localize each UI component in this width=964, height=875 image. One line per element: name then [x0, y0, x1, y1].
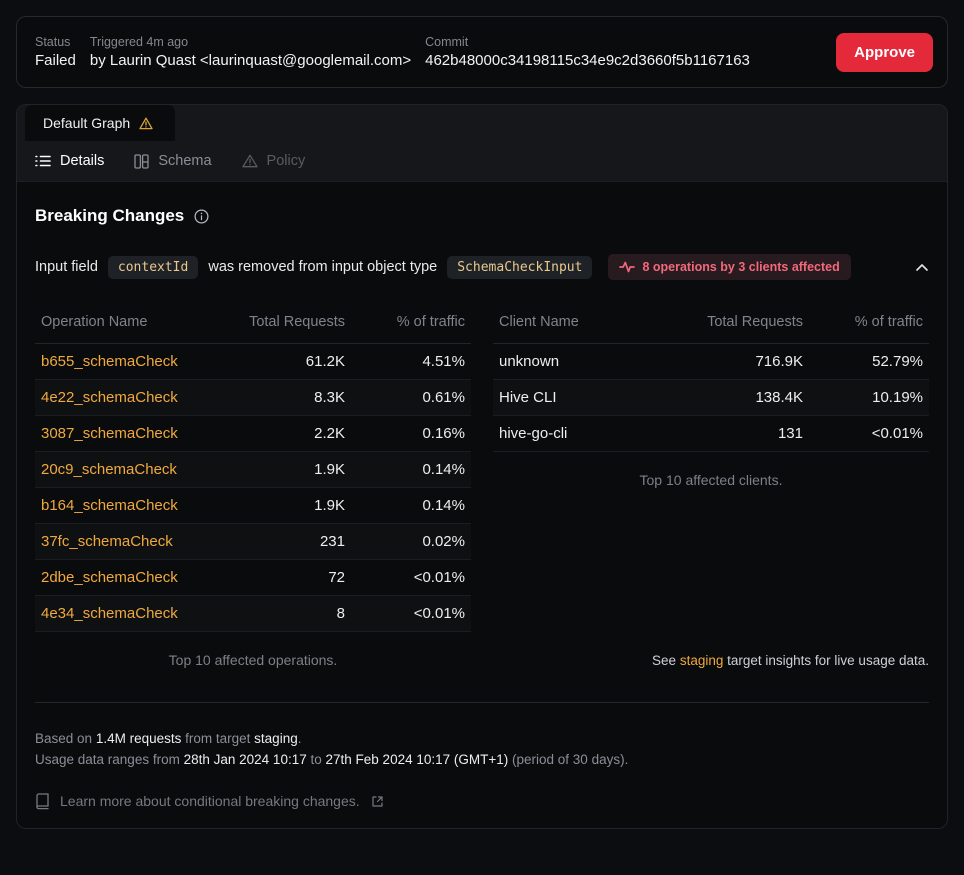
triggered-value: by Laurin Quast <laurinquast@googlemail.…: [89, 52, 412, 69]
change-middle: was removed from input object type: [208, 259, 438, 275]
operations-column: Operation Name Total Requests % of traff…: [35, 308, 471, 668]
commit-value: 462b48000c34198115c34e9c2d3660f5b1167163: [425, 52, 750, 69]
info-icon[interactable]: [194, 208, 209, 224]
clients-header-row: Client Name Total Requests % of traffic: [493, 308, 929, 344]
table-row: b655_schemaCheck 61.2K 4.51%: [35, 343, 471, 380]
check-summary-card: Status Failed Triggered 4m ago by Laurin…: [16, 16, 948, 88]
pulse-icon: [619, 261, 636, 273]
operation-link[interactable]: 37fc_schemaCheck: [41, 533, 173, 550]
operations-header-row: Operation Name Total Requests % of traff…: [35, 308, 471, 344]
columns-icon: [134, 153, 149, 169]
policy-warning-icon: [241, 154, 258, 168]
status-field: Status Failed: [35, 35, 76, 69]
tab-default-graph[interactable]: Default Graph: [25, 105, 176, 141]
table-row: b164_schemaCheck 1.9K 0.14%: [35, 487, 471, 524]
section-divider: [35, 702, 929, 703]
clients-footnote: Top 10 affected clients.: [639, 472, 783, 488]
breaking-changes-heading: Breaking Changes: [35, 206, 929, 226]
clients-column: Client Name Total Requests % of traffic …: [493, 308, 929, 668]
col-traffic: % of traffic: [809, 308, 929, 344]
page: Status Failed Triggered 4m ago by Laurin…: [16, 16, 948, 829]
table-row: hive-go-cli 131 <0.01%: [493, 415, 929, 452]
operation-link[interactable]: 20c9_schemaCheck: [41, 461, 177, 478]
operations-table: Operation Name Total Requests % of traff…: [35, 308, 471, 632]
range-end-date: 27th Feb 2024 10:17 (GMT+1): [325, 751, 509, 767]
usage-tables: Operation Name Total Requests % of traff…: [35, 308, 929, 668]
table-row: 37fc_schemaCheck 231 0.02%: [35, 523, 471, 560]
graph-tab-label: Default Graph: [43, 115, 131, 131]
tab-schema[interactable]: Schema: [134, 153, 212, 169]
usage-footer: Based on 1.4M requests from target stagi…: [35, 729, 929, 771]
col-client-name: Client Name: [493, 308, 659, 344]
affected-badge: 8 operations by 3 clients affected: [608, 254, 851, 280]
tab-header: Default Graph: [17, 105, 947, 182]
triggered-field: Triggered 4m ago by Laurin Quast <laurin…: [90, 35, 411, 69]
table-row: 3087_schemaCheck 2.2K 0.16%: [35, 415, 471, 452]
table-row: 4e34_schemaCheck 8 <0.01%: [35, 595, 471, 632]
table-row: 4e22_schemaCheck 8.3K 0.61%: [35, 379, 471, 416]
tab-policy[interactable]: Policy: [241, 153, 306, 169]
learn-more-label: Learn more about conditional breaking ch…: [60, 793, 360, 810]
tab-details-label: Details: [60, 153, 105, 169]
status-label: Status: [35, 35, 71, 49]
staging-link[interactable]: staging: [679, 653, 724, 668]
operation-link[interactable]: 3087_schemaCheck: [41, 425, 178, 442]
table-row: unknown 716.9K 52.79%: [493, 343, 929, 380]
approve-button[interactable]: Approve: [836, 32, 933, 72]
external-link-icon: [372, 796, 383, 807]
change-prefix: Input field: [35, 259, 98, 275]
details-content: Breaking Changes Input field contextId w…: [17, 182, 947, 828]
breaking-change-row[interactable]: Input field contextId was removed from i…: [35, 254, 929, 280]
book-icon: [35, 793, 50, 810]
tab-schema-label: Schema: [158, 153, 212, 169]
tab-policy-label: Policy: [266, 153, 306, 169]
col-total-requests: Total Requests: [201, 308, 351, 344]
change-type-code: SchemaCheckInput: [447, 255, 593, 279]
breaking-changes-title: Breaking Changes: [35, 206, 185, 225]
usage-summary-line: Based on 1.4M requests from target stagi…: [35, 731, 302, 746]
tab-details[interactable]: Details: [35, 153, 104, 169]
table-row: Hive CLI 138.4K 10.19%: [493, 379, 929, 416]
table-row: 2dbe_schemaCheck 72 <0.01%: [35, 559, 471, 596]
commit-field: Commit 462b48000c34198115c34e9c2d3660f5b…: [425, 35, 750, 69]
operations-footnote: Top 10 affected operations.: [168, 652, 338, 668]
col-operation-name: Operation Name: [35, 308, 201, 344]
table-row: 20c9_schemaCheck 1.9K 0.14%: [35, 451, 471, 488]
commit-label: Commit: [425, 35, 469, 49]
operation-link[interactable]: b164_schemaCheck: [41, 497, 178, 514]
usage-range-line: Usage data ranges from 28th Jan 2024 10:…: [35, 751, 629, 767]
learn-more-link[interactable]: Learn more about conditional breaking ch…: [35, 793, 929, 810]
graph-tab-row: Default Graph: [17, 105, 947, 141]
check-nav: Details Schema: [17, 141, 947, 181]
triggered-label: Triggered 4m ago: [89, 35, 189, 49]
range-start-date: 28th Jan 2024 10:17: [183, 751, 307, 767]
affected-badge-label: 8 operations by 3 clients affected: [642, 260, 840, 274]
operation-link[interactable]: 4e34_schemaCheck: [41, 605, 178, 622]
check-details-card: Default Graph: [16, 104, 948, 829]
status-value: Failed: [35, 52, 76, 69]
clients-table: Client Name Total Requests % of traffic …: [493, 308, 929, 452]
insights-note: See staging target insights for live usa…: [652, 653, 929, 668]
operation-link[interactable]: 4e22_schemaCheck: [41, 389, 178, 406]
operation-link[interactable]: b655_schemaCheck: [41, 353, 178, 370]
warning-triangle-icon: [139, 117, 153, 130]
col-total-requests: Total Requests: [659, 308, 809, 344]
chevron-up-icon[interactable]: [915, 263, 929, 272]
change-field-code: contextId: [107, 255, 199, 279]
list-icon: [35, 154, 51, 168]
operation-link[interactable]: 2dbe_schemaCheck: [41, 569, 178, 586]
target-name: staging: [254, 731, 298, 746]
requests-count: 1.4M requests: [95, 731, 182, 746]
col-traffic: % of traffic: [351, 308, 471, 344]
